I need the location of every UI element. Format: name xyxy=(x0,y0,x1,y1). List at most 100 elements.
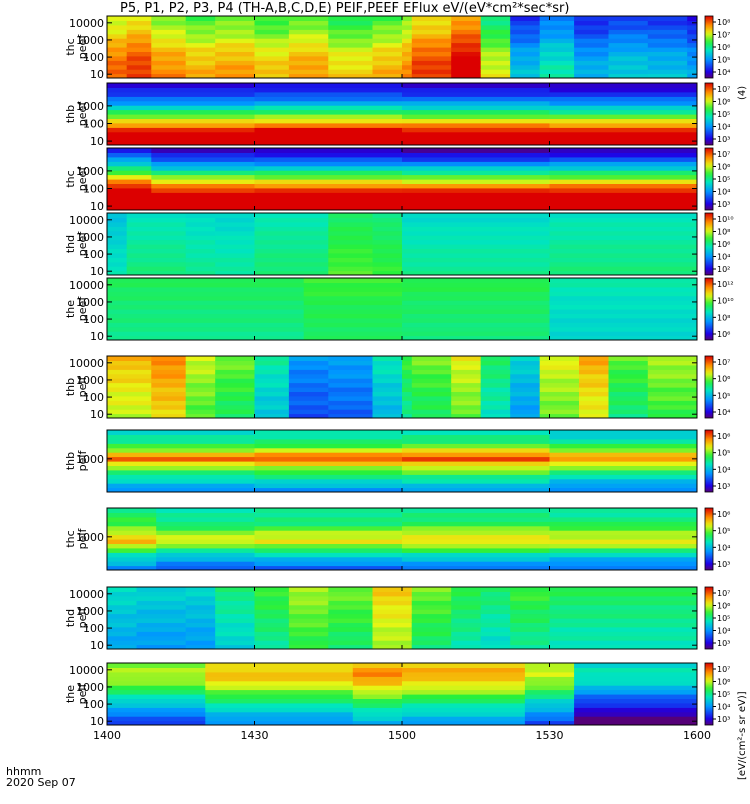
spectrogram-cell xyxy=(480,73,511,78)
spectrogram-cell xyxy=(303,286,403,292)
spectrogram-cell xyxy=(254,364,290,370)
y-label-probe: thb xyxy=(64,378,77,396)
spectrogram-cell xyxy=(107,326,305,332)
spectrogram-cell xyxy=(411,409,452,415)
spectrogram-cell xyxy=(254,60,290,66)
spectrogram-cell xyxy=(107,114,256,119)
spectrogram-cell xyxy=(549,187,697,193)
spectrogram-cell xyxy=(215,217,256,223)
spectrogram-cell xyxy=(608,409,649,415)
spectrogram-cell xyxy=(402,313,551,319)
spectrogram-cell xyxy=(372,73,403,78)
spectrogram-cell xyxy=(254,270,329,275)
spectrogram-cell xyxy=(510,29,541,35)
y-tick-label: 10000 xyxy=(69,279,104,292)
spectrogram-cell xyxy=(254,20,290,26)
spectrogram-cell xyxy=(303,326,403,332)
spectrogram-cell xyxy=(549,474,697,480)
spectrogram-cell xyxy=(185,248,216,254)
spectrogram-cell xyxy=(205,680,354,686)
spectrogram-cell xyxy=(647,373,697,379)
spectrogram-cell xyxy=(372,364,403,370)
spectrogram-cell xyxy=(328,51,374,57)
spectrogram-cell xyxy=(288,591,329,597)
spectrogram-cell xyxy=(107,622,138,628)
spectrogram-cell xyxy=(254,373,290,379)
spectrogram-cell xyxy=(579,413,610,418)
spectrogram-cell xyxy=(254,478,403,484)
spectrogram-cell xyxy=(107,187,152,193)
spectrogram-cell xyxy=(328,640,374,646)
spectrogram-cell xyxy=(185,395,216,401)
x-axis-label: hhmm xyxy=(6,765,41,778)
spectrogram-cell xyxy=(402,335,551,340)
colorbar-tick-label: 10⁷ xyxy=(717,358,730,367)
spectrogram-cell xyxy=(549,478,697,484)
spectrogram-cell xyxy=(303,282,403,288)
spectrogram-cell xyxy=(126,60,152,66)
spectrogram-cell xyxy=(254,461,403,466)
spectrogram-cell xyxy=(254,244,329,249)
spectrogram-cell xyxy=(549,196,697,202)
spectrogram-cell xyxy=(328,29,374,35)
spectrogram-cell xyxy=(549,618,697,623)
spectrogram-cell xyxy=(254,109,403,115)
spectrogram-cell xyxy=(524,694,575,699)
spectrogram-cell xyxy=(107,516,157,522)
spectrogram-cell xyxy=(151,148,256,153)
spectrogram-cell xyxy=(510,595,551,601)
spectrogram-cell xyxy=(254,452,403,458)
spectrogram-cell xyxy=(151,42,187,48)
spectrogram-cell xyxy=(288,618,329,623)
spectrogram-cell xyxy=(254,456,403,462)
spectrogram-cell xyxy=(328,64,374,70)
spectrogram-cell xyxy=(185,16,216,21)
spectrogram-cell xyxy=(574,663,697,668)
spectrogram-cell xyxy=(107,148,152,153)
spectrogram-cell xyxy=(215,244,256,249)
spectrogram-cell xyxy=(372,33,403,39)
spectrogram-cell xyxy=(510,42,541,48)
spectrogram-cell xyxy=(539,33,575,39)
spectrogram-cell xyxy=(539,400,580,406)
spectrogram-cell xyxy=(215,622,256,628)
spectrogram-cell xyxy=(402,105,551,111)
spectrogram-cell xyxy=(107,60,128,66)
spectrogram-cell xyxy=(574,676,697,682)
colorbar-scale xyxy=(704,662,714,726)
spectrogram-cell xyxy=(303,322,403,328)
spectrogram-cell xyxy=(647,387,697,392)
y-label-probe: thc xyxy=(64,170,77,187)
spectrogram-cell xyxy=(451,587,482,592)
spectrogram-cell xyxy=(185,266,216,272)
spectrogram-cell xyxy=(372,391,403,397)
spectrogram-cell xyxy=(579,409,610,415)
spectrogram-cell xyxy=(107,521,157,527)
spectrogram-cell xyxy=(402,711,526,717)
spectrogram-cell xyxy=(215,356,256,361)
spectrogram-cell xyxy=(402,689,526,695)
spectrogram-cell xyxy=(107,331,305,337)
spectrogram-cell xyxy=(402,521,551,527)
spectrogram-cell xyxy=(647,404,697,410)
spectrogram-cell xyxy=(402,508,551,513)
spectrogram-cell xyxy=(107,487,256,492)
spectrogram-cell xyxy=(372,64,403,70)
spectrogram-cell xyxy=(254,369,290,375)
spectrogram-cell xyxy=(107,152,152,158)
spectrogram-cell xyxy=(549,140,697,145)
spectrogram-cell xyxy=(107,261,128,267)
spectrogram-cell xyxy=(254,226,329,232)
spectrogram-cell xyxy=(402,161,551,167)
spectrogram-cell xyxy=(647,409,697,415)
spectrogram-cell xyxy=(288,38,329,44)
spectrogram-cell xyxy=(107,667,206,673)
spectrogram-cell xyxy=(328,391,374,397)
spectrogram-cell xyxy=(687,38,697,44)
spectrogram-cell xyxy=(136,640,187,646)
spectrogram-cell xyxy=(549,447,697,453)
y-tick-label: 100 xyxy=(83,117,104,130)
spectrogram-cell xyxy=(411,69,452,75)
spectrogram-cell xyxy=(549,152,697,158)
spectrogram-cell xyxy=(402,300,551,306)
